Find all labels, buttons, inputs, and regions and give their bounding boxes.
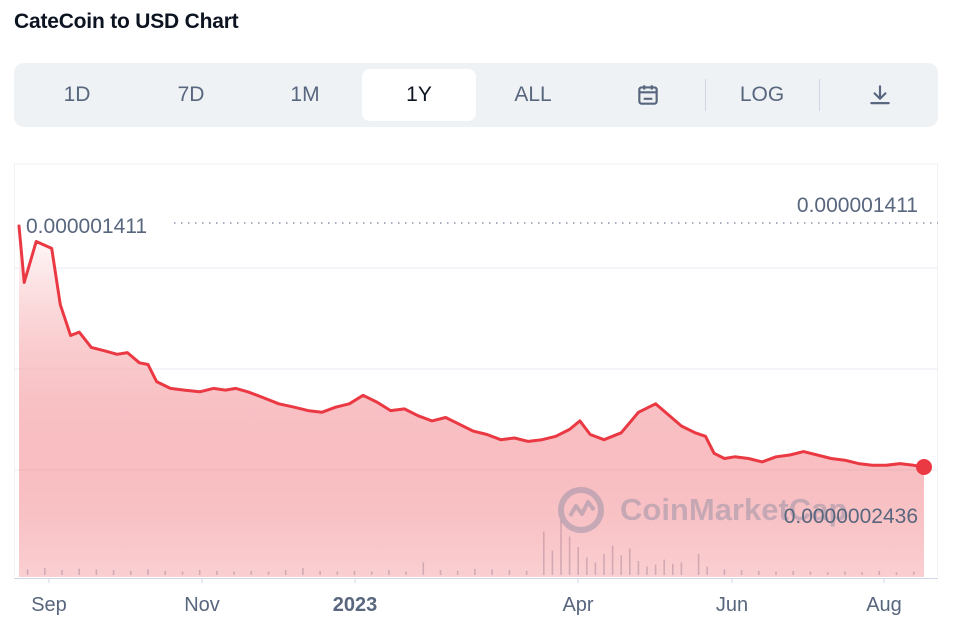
calendar-icon bbox=[638, 85, 658, 105]
price-chart[interactable]: CoinMarketCap 0.000001411 0.000001411 0.… bbox=[14, 156, 938, 577]
tab-7d[interactable]: 7D bbox=[177, 83, 205, 106]
low-price-label: 0.0000002436 bbox=[784, 505, 918, 528]
watermark-text: CoinMarketCap bbox=[620, 492, 847, 527]
coinmarketcap-logo-wave bbox=[568, 500, 596, 518]
tab-1m[interactable]: 1M bbox=[290, 83, 320, 106]
x-tick-label-2023: 2023 bbox=[333, 594, 378, 616]
coinmarketcap-logo-icon bbox=[558, 487, 604, 533]
price-line bbox=[17, 224, 926, 469]
toolbar-divider bbox=[819, 79, 820, 111]
x-tick-label-jun: Jun bbox=[716, 594, 748, 616]
x-tick-label-apr: Apr bbox=[562, 594, 593, 616]
tab-1y[interactable]: 1Y bbox=[362, 69, 476, 121]
tab-1d[interactable]: 1D bbox=[63, 83, 91, 106]
chart-toolbar: 1D 7D 1M 1Y ALL LOG bbox=[14, 63, 938, 127]
chart-svg: CoinMarketCap 0.000001411 0.000001411 0.… bbox=[14, 163, 938, 577]
price-area bbox=[19, 226, 924, 577]
high-price-label-left: 0.000001411 bbox=[26, 215, 147, 238]
x-tick-label-sep: Sep bbox=[31, 594, 67, 616]
download-icon bbox=[870, 85, 890, 104]
toolbar-divider bbox=[705, 79, 706, 111]
high-price-label-right: 0.000001411 bbox=[797, 194, 918, 217]
log-scale-button[interactable]: LOG bbox=[739, 83, 785, 106]
x-axis: Sep Nov 2023 Apr Jun Aug bbox=[14, 578, 938, 628]
tab-all[interactable]: ALL bbox=[514, 83, 552, 106]
x-tick-label-aug: Aug bbox=[866, 594, 902, 616]
calendar-button[interactable] bbox=[618, 69, 678, 121]
page-title: CateCoin to USD Chart bbox=[14, 10, 239, 33]
x-tick-label-nov: Nov bbox=[184, 594, 220, 616]
download-button[interactable] bbox=[850, 69, 910, 121]
watermark: CoinMarketCap bbox=[558, 487, 847, 533]
current-price-dot[interactable] bbox=[916, 459, 932, 475]
